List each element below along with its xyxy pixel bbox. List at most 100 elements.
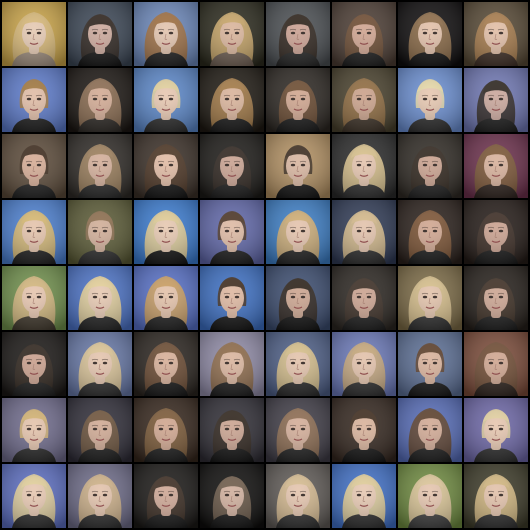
face-thumbnail-image [134,464,198,528]
face-thumbnail-image [68,266,132,330]
face-thumbnail [2,464,66,528]
face-thumbnail [266,464,330,528]
face-thumbnail [2,266,66,330]
face-thumbnail [332,200,396,264]
face-thumbnail-image [266,332,330,396]
face-thumbnail [464,266,528,330]
face-thumbnail [398,68,462,132]
face-thumbnail-image [332,2,396,66]
face-thumbnail [134,200,198,264]
face-thumbnail [200,134,264,198]
face-thumbnail [134,134,198,198]
face-thumbnail [464,464,528,528]
face-thumbnail [2,68,66,132]
face-thumbnail-image [266,464,330,528]
face-thumbnail-image [2,68,66,132]
face-thumbnail-image [68,2,132,66]
face-thumbnail [68,332,132,396]
face-thumbnail-image [2,2,66,66]
face-thumbnail-image [398,398,462,462]
face-thumbnail-image [2,464,66,528]
face-thumbnail [2,2,66,66]
face-thumbnail-image [464,200,528,264]
face-thumbnail-image [2,332,66,396]
face-thumbnail [134,332,198,396]
face-thumbnail-image [464,464,528,528]
face-thumbnail [398,398,462,462]
face-thumbnail [398,134,462,198]
face-thumbnail [134,68,198,132]
face-thumbnail-image [200,200,264,264]
face-thumbnail-image [200,68,264,132]
face-thumbnail-image [2,398,66,462]
face-thumbnail [464,2,528,66]
face-thumbnail-image [134,134,198,198]
face-thumbnail-image [464,134,528,198]
face-thumbnail-image [68,68,132,132]
face-thumbnail-image [398,2,462,66]
face-thumbnail-image [332,332,396,396]
face-thumbnail [134,2,198,66]
face-thumbnail-image [398,332,462,396]
face-thumbnail-image [68,398,132,462]
face-thumbnail [398,266,462,330]
face-thumbnail-image [266,398,330,462]
face-thumbnail [398,200,462,264]
face-thumbnail [398,2,462,66]
face-thumbnail-image [266,68,330,132]
face-thumbnail-image [200,332,264,396]
face-thumbnail [134,398,198,462]
face-thumbnail-image [332,68,396,132]
face-thumbnail [332,68,396,132]
face-thumbnail-image [464,68,528,132]
face-thumbnail [266,200,330,264]
face-thumbnail [200,200,264,264]
face-thumbnail [332,266,396,330]
face-thumbnail-image [266,266,330,330]
face-thumbnail-image [68,134,132,198]
face-thumbnail-image [398,134,462,198]
face-thumbnail [68,68,132,132]
face-thumbnail [332,464,396,528]
face-thumbnail-image [200,2,264,66]
face-thumbnail-image [200,266,264,330]
face-thumbnail [332,398,396,462]
face-thumbnail [2,398,66,462]
face-thumbnail [134,266,198,330]
face-thumbnail-image [464,2,528,66]
face-thumbnail-image [134,2,198,66]
face-thumbnail [200,398,264,462]
face-thumbnail-image [398,266,462,330]
face-thumbnail [266,2,330,66]
face-thumbnail-image [464,398,528,462]
face-thumbnail [68,398,132,462]
face-thumbnail [266,332,330,396]
face-thumbnail-image [332,398,396,462]
face-thumbnail [2,332,66,396]
face-thumbnail [2,200,66,264]
face-thumbnail-image [398,200,462,264]
face-thumbnail [200,2,264,66]
face-thumbnail [266,398,330,462]
face-thumbnail [200,266,264,330]
face-thumbnail-image [332,464,396,528]
face-thumbnail-image [464,332,528,396]
face-thumbnail-image [2,266,66,330]
face-thumbnail-image [68,332,132,396]
face-thumbnail-image [398,464,462,528]
face-thumbnail-image [134,332,198,396]
face-thumbnail [464,68,528,132]
face-thumbnail [464,332,528,396]
face-thumbnail-image [266,134,330,198]
face-thumbnail [332,134,396,198]
face-thumbnail-image [398,68,462,132]
face-thumbnail [200,464,264,528]
face-thumbnail [332,332,396,396]
face-thumbnail-image [2,134,66,198]
face-thumbnail-image [2,200,66,264]
face-thumbnail-image [266,2,330,66]
face-thumbnail-image [68,200,132,264]
face-thumbnail-image [200,464,264,528]
face-thumbnail-image [134,68,198,132]
